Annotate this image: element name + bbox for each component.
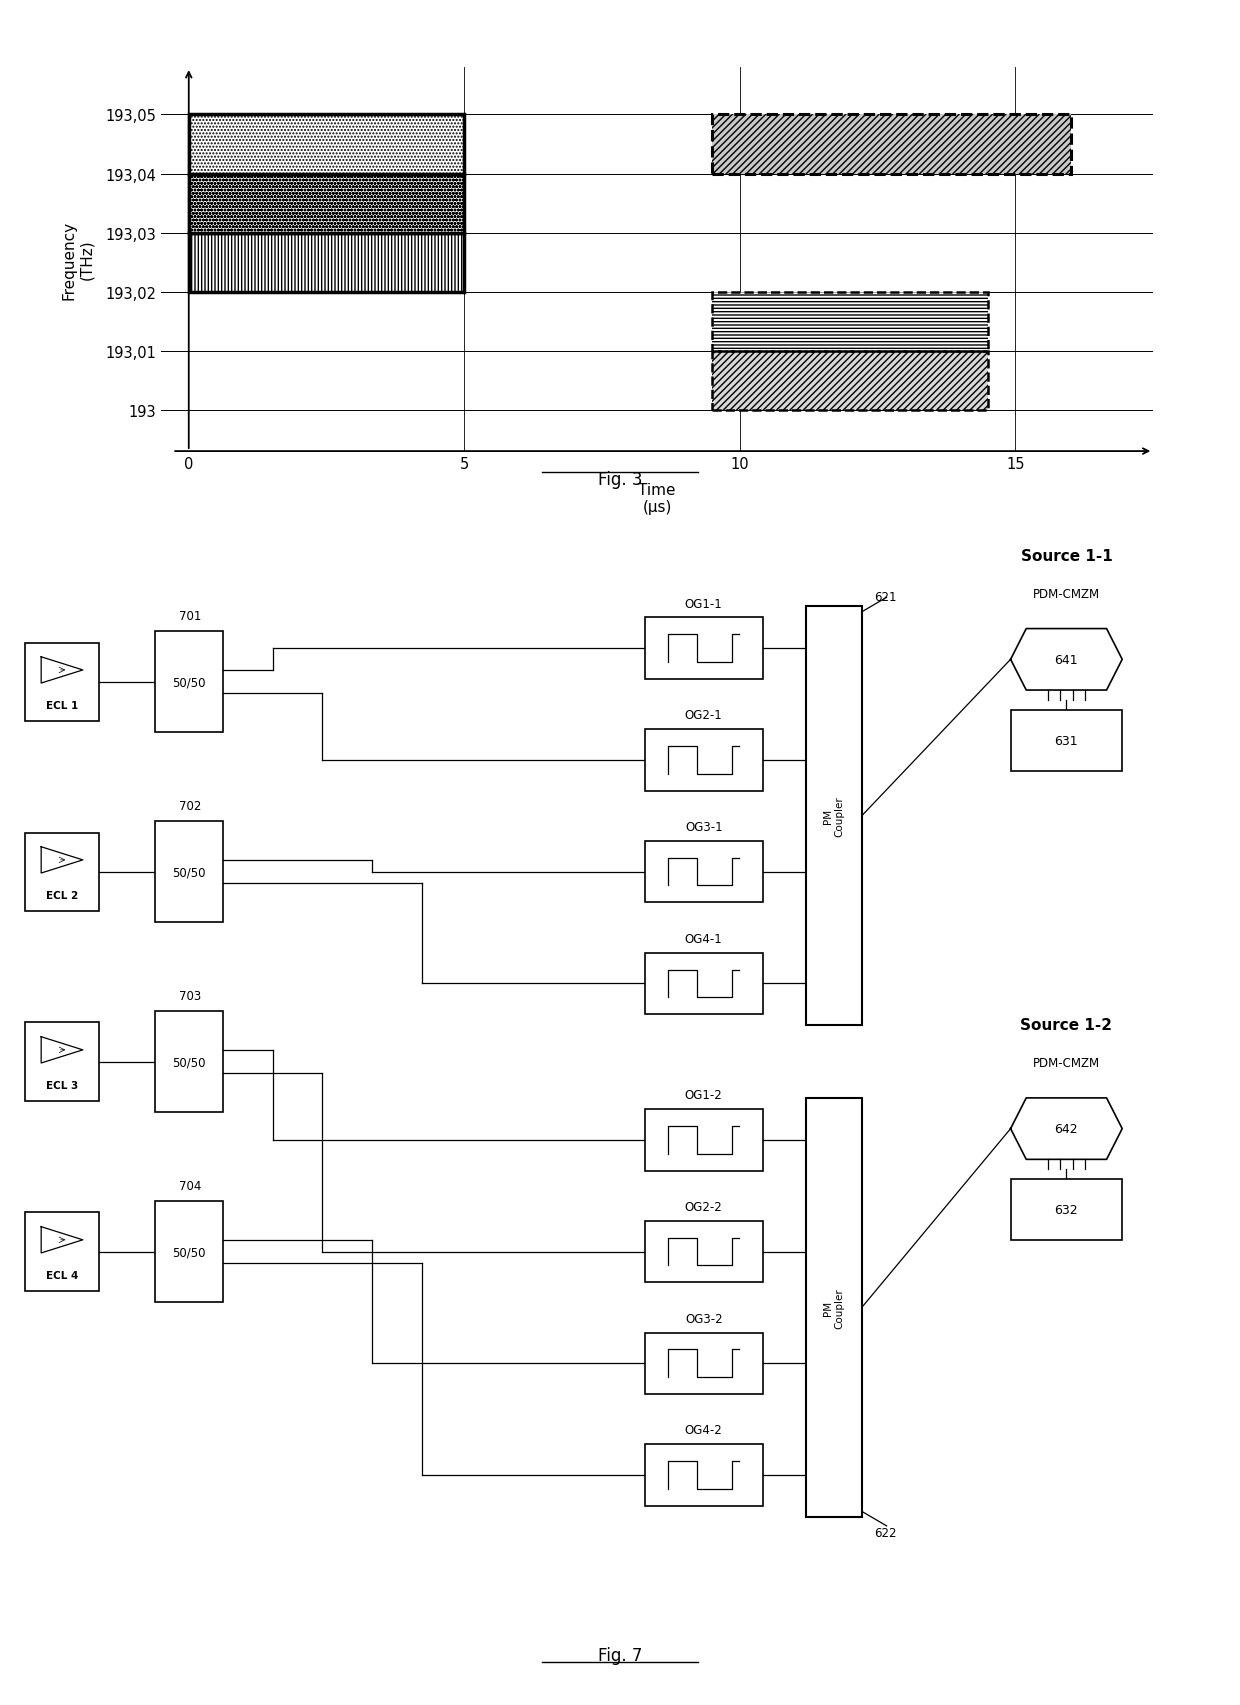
Text: OG2-2: OG2-2 [684, 1200, 723, 1214]
Y-axis label: Frequency
(THz): Frequency (THz) [62, 220, 94, 300]
Text: 621: 621 [874, 590, 897, 604]
Text: 50/50: 50/50 [172, 675, 206, 689]
Bar [645, 730, 763, 791]
X-axis label: Time
(μs): Time (μs) [639, 483, 676, 515]
Text: 702: 702 [179, 800, 201, 813]
Bar [1011, 711, 1122, 772]
Text: 622: 622 [874, 1526, 897, 1540]
Text: OG2-1: OG2-1 [684, 709, 723, 721]
Text: PDM-CMZM: PDM-CMZM [1033, 587, 1100, 600]
Bar [645, 953, 763, 1014]
Bar [806, 607, 862, 1026]
Text: 632: 632 [1054, 1204, 1079, 1216]
Polygon shape [1011, 1098, 1122, 1159]
Text: PM
Coupler: PM Coupler [823, 796, 844, 837]
Text: Source 1-2: Source 1-2 [1021, 1018, 1112, 1032]
Text: PDM-CMZM: PDM-CMZM [1033, 1057, 1100, 1069]
Bar [1011, 1180, 1122, 1241]
Polygon shape [41, 1228, 83, 1253]
Bar [712, 293, 988, 351]
Bar [645, 1333, 763, 1395]
Bar [25, 1212, 99, 1291]
Text: Source 1-1: Source 1-1 [1021, 549, 1112, 563]
Text: OG1-1: OG1-1 [684, 597, 723, 610]
Bar [25, 834, 99, 910]
Polygon shape [1011, 629, 1122, 691]
Bar [645, 1444, 763, 1506]
Text: OG3-1: OG3-1 [684, 820, 723, 834]
Text: 642: 642 [1054, 1122, 1079, 1136]
Bar [155, 1011, 223, 1112]
Polygon shape [41, 658, 83, 684]
Bar [25, 643, 99, 721]
Text: PM
Coupler: PM Coupler [823, 1287, 844, 1328]
Bar [645, 1110, 763, 1171]
Text: ECL 3: ECL 3 [46, 1081, 78, 1091]
Bar [155, 633, 223, 733]
Text: ECL 2: ECL 2 [46, 890, 78, 900]
Bar [155, 1202, 223, 1303]
Bar [645, 841, 763, 904]
Text: OG4-2: OG4-2 [684, 1424, 723, 1437]
Text: OG4-1: OG4-1 [684, 933, 723, 945]
Polygon shape [41, 847, 83, 873]
Text: ECL 1: ECL 1 [46, 701, 78, 711]
Polygon shape [41, 1037, 83, 1064]
Bar [645, 1221, 763, 1282]
Bar [712, 351, 988, 411]
Bar [712, 351, 988, 411]
Text: 50/50: 50/50 [172, 866, 206, 878]
Text: 704: 704 [179, 1180, 201, 1192]
Bar [712, 116, 1070, 174]
Text: 641: 641 [1054, 653, 1079, 667]
Bar [712, 293, 988, 351]
Text: OG3-2: OG3-2 [684, 1311, 723, 1325]
Text: 50/50: 50/50 [172, 1055, 206, 1069]
Text: 703: 703 [179, 991, 201, 1003]
Bar [645, 617, 763, 680]
Bar [155, 822, 223, 922]
Bar [188, 116, 464, 174]
Text: 701: 701 [179, 610, 201, 622]
Bar [25, 1023, 99, 1101]
Text: ECL 4: ECL 4 [46, 1270, 78, 1280]
Text: OG1-2: OG1-2 [684, 1088, 723, 1101]
Text: Fig. 7: Fig. 7 [598, 1645, 642, 1664]
Bar [188, 234, 464, 293]
Bar [806, 1098, 862, 1517]
Bar [188, 174, 464, 234]
Text: 50/50: 50/50 [172, 1245, 206, 1258]
Text: Fig. 3: Fig. 3 [598, 471, 642, 489]
Text: 631: 631 [1054, 735, 1079, 747]
Bar [712, 116, 1070, 174]
